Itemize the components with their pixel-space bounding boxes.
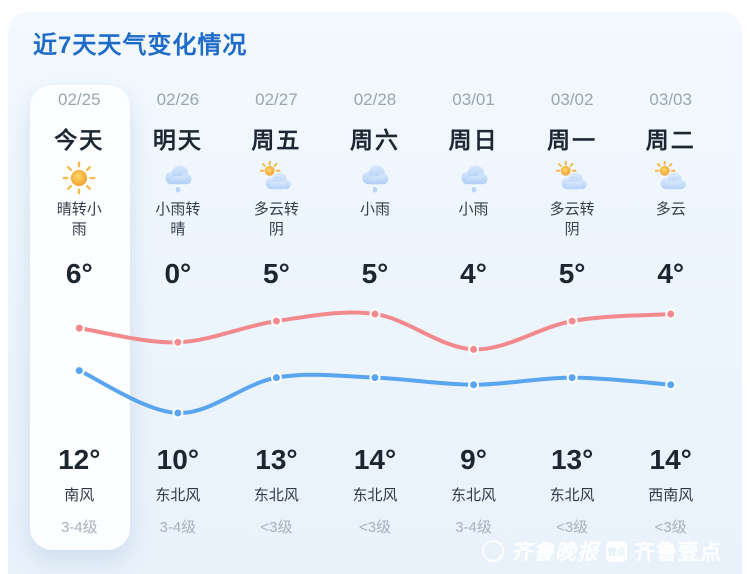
day-label: 今天 <box>54 126 105 153</box>
date-label: 03/02 <box>550 90 594 109</box>
wind-level-label: <3级 <box>260 519 293 536</box>
condition-label: 多云 <box>655 201 686 218</box>
wind-direction-label: 东北风 <box>549 486 595 504</box>
day-column-saturday[interactable]: 02/28 周六 小雨 5° 14° 东北风 <3级 <box>326 85 425 544</box>
low-temp-value: 5° <box>263 258 290 289</box>
high-temp-value: 9° <box>460 444 487 475</box>
wind-level-label: 3-4级 <box>455 519 492 536</box>
day-column-friday[interactable]: 02/27 周五 多云转阴 5° 13° 东北风 <3级 <box>227 85 326 544</box>
day-column-monday[interactable]: 03/02 周一 多云转阴 5° 13° 东北风 <3级 <box>523 85 622 544</box>
date-label: 03/01 <box>452 90 495 109</box>
date-label: 02/25 <box>58 90 101 109</box>
condition-label: 小雨 <box>458 201 489 218</box>
low-temp-value: 5° <box>361 258 389 289</box>
rain-icon <box>355 160 395 196</box>
app-name: 齐鲁壹点 <box>634 541 722 564</box>
day-label: 周一 <box>547 126 598 153</box>
forecast-grid: 02/25 今天 晴转小雨 6° 12° 南风 3-4级 02/26 明天 小雨… <box>30 85 720 544</box>
day-column-sunday[interactable]: 03/01 周日 小雨 4° 9° 东北风 3-4级 <box>424 85 523 544</box>
day-column-tomorrow[interactable]: 02/26 明天 小雨转晴 0° 10° 东北风 3-4级 <box>129 85 228 544</box>
date-label: 02/26 <box>156 90 200 109</box>
publisher-name: 齐鲁晚报 <box>511 541 599 564</box>
day-label: 周六 <box>349 126 400 153</box>
rain-icon <box>158 160 198 196</box>
wind-direction-label: 东北风 <box>253 486 299 504</box>
app-badge-icon: 壹点 <box>606 540 627 562</box>
low-temp-value: 6° <box>65 258 93 289</box>
wind-level-label: <3级 <box>654 519 687 536</box>
condition-label: 小雨 <box>359 201 390 218</box>
high-temp-value: 12° <box>58 444 101 475</box>
sun-behind-cloud-icon <box>651 160 691 196</box>
watermark: 齐鲁晚报 壹点 齐鲁壹点 <box>482 536 722 566</box>
wind-direction-label: 西南风 <box>648 486 694 504</box>
high-temp-value: 13° <box>550 444 594 475</box>
high-temp-value: 13° <box>255 444 298 475</box>
high-temp-value: 14° <box>649 444 692 475</box>
day-label: 周五 <box>251 126 302 153</box>
publisher-logo-icon <box>482 540 504 562</box>
wind-level-label: <3级 <box>556 519 589 536</box>
condition-label: 晴转小雨 <box>56 201 102 238</box>
day-column-tuesday[interactable]: 03/03 周二 多云 4° 14° 西南风 <3级 <box>621 85 720 544</box>
condition-label: 多云转阴 <box>549 201 595 238</box>
sun-icon <box>59 160 99 196</box>
day-label: 周二 <box>645 126 696 153</box>
low-temp-value: 4° <box>460 258 487 289</box>
wind-direction-label: 东北风 <box>352 486 398 504</box>
wind-direction-label: 南风 <box>64 486 95 504</box>
day-column-today[interactable]: 02/25 今天 晴转小雨 6° 12° 南风 3-4级 <box>30 85 129 544</box>
rain-icon <box>454 160 494 196</box>
high-temp-value: 10° <box>156 444 200 475</box>
wind-direction-label: 东北风 <box>451 486 497 504</box>
high-temp-value: 14° <box>353 444 397 475</box>
date-label: 02/28 <box>353 90 397 109</box>
condition-label: 小雨转晴 <box>155 201 201 238</box>
date-label: 03/03 <box>649 90 692 109</box>
wind-direction-label: 东北风 <box>155 486 201 504</box>
date-label: 02/27 <box>255 90 298 109</box>
page-title: 近7天天气变化情况 <box>33 32 248 59</box>
wind-level-label: <3级 <box>358 519 392 536</box>
low-temp-value: 4° <box>657 258 685 289</box>
low-temp-value: 5° <box>558 258 586 289</box>
wind-level-label: 3-4级 <box>60 519 98 536</box>
sun-behind-cloud-icon <box>552 160 592 196</box>
low-temp-value: 0° <box>164 258 192 289</box>
weather-panel <box>8 12 742 574</box>
day-label: 周日 <box>448 126 499 153</box>
day-label: 明天 <box>152 126 203 153</box>
sun-behind-cloud-icon <box>256 160 296 196</box>
wind-level-label: 3-4级 <box>159 519 197 536</box>
condition-label: 多云转阴 <box>253 201 299 238</box>
